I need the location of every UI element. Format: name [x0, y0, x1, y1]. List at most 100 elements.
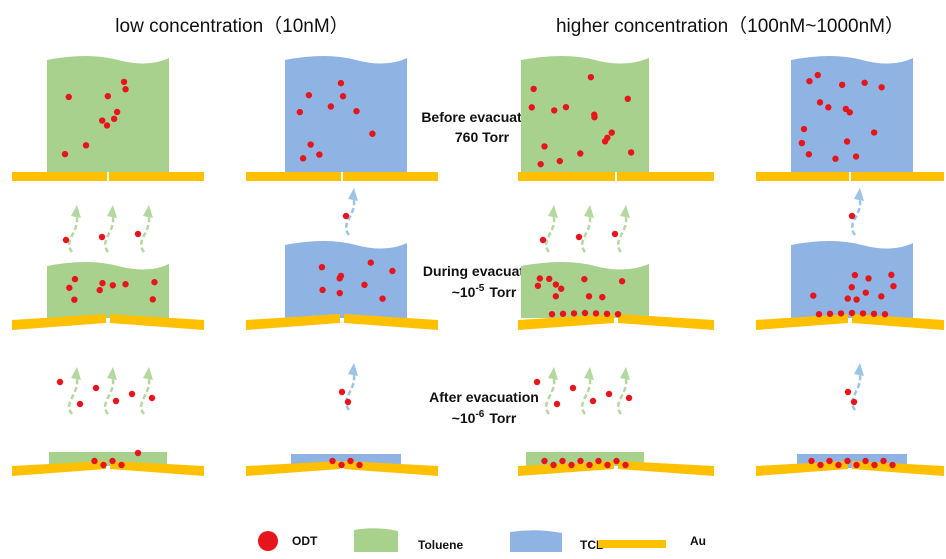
odt-molecule	[880, 458, 886, 464]
odt-molecule	[563, 104, 569, 110]
arrow-head	[107, 367, 117, 380]
odt-molecule	[541, 143, 547, 149]
odt-molecule	[319, 287, 325, 293]
arrow-head	[348, 188, 358, 201]
odt-molecule	[558, 286, 564, 292]
arrow-head	[548, 367, 558, 380]
odt-molecule	[593, 310, 599, 316]
arrow-head	[548, 205, 558, 218]
odt-molecule	[72, 276, 78, 282]
odt-molecule	[582, 310, 588, 316]
escape-path	[582, 376, 590, 414]
arrow-head	[620, 205, 630, 218]
escape-path	[618, 214, 626, 252]
odt-molecule	[534, 379, 540, 385]
odt-molecule	[845, 295, 851, 301]
odt-molecule	[361, 282, 367, 288]
odt-molecule	[604, 462, 610, 468]
odt-molecule	[535, 283, 541, 289]
legend-odt-icon	[258, 531, 278, 551]
odt-molecule	[817, 462, 823, 468]
odt-molecule	[537, 161, 543, 167]
header-right: higher concentration（100nM~1000nM）	[556, 15, 904, 37]
gold-substrate	[12, 172, 107, 181]
escape-path	[141, 214, 149, 252]
odt-molecule	[865, 275, 871, 281]
odt-molecule	[150, 296, 156, 302]
odt-molecule	[57, 379, 63, 385]
liquid	[285, 241, 407, 318]
odt-molecule	[806, 78, 812, 84]
odt-molecule	[109, 458, 115, 464]
odt-molecule	[576, 234, 582, 240]
odt-molecule	[114, 109, 120, 115]
odt-molecule	[111, 116, 117, 122]
odt-molecule	[93, 385, 99, 391]
arrow-head	[143, 205, 153, 218]
stage-pressure: 760 Torr	[455, 129, 510, 145]
odt-molecule	[815, 72, 821, 78]
odt-molecule	[871, 462, 877, 468]
odt-molecule	[609, 129, 615, 135]
escape-path	[546, 214, 554, 252]
odt-molecule	[379, 295, 385, 301]
legend-toluene-icon	[354, 528, 398, 552]
odt-molecule	[389, 268, 395, 274]
gold-substrate	[618, 461, 714, 476]
odt-molecule	[529, 104, 535, 110]
odt-molecule	[553, 281, 559, 287]
odt-molecule	[863, 289, 869, 295]
odt-molecule	[368, 259, 374, 265]
odt-molecule	[615, 311, 621, 317]
odt-molecule	[83, 142, 89, 148]
escape-path	[105, 214, 113, 252]
arrow-head	[71, 205, 81, 218]
odt-molecule	[878, 293, 884, 299]
odt-molecule	[801, 126, 807, 132]
odt-molecule	[329, 458, 335, 464]
odt-molecule	[537, 275, 543, 281]
odt-molecule	[606, 391, 612, 397]
pressure-base: ~10	[452, 284, 476, 300]
odt-molecule	[550, 462, 556, 468]
odt-molecule	[337, 290, 343, 296]
escape-path	[105, 376, 113, 414]
gold-substrate	[617, 172, 714, 181]
odt-molecule	[810, 292, 816, 298]
arrow-head	[71, 367, 81, 380]
legend-tcb-icon	[510, 530, 562, 552]
arrow-head	[584, 367, 594, 380]
odt-molecule	[613, 458, 619, 464]
odt-molecule	[619, 278, 625, 284]
odt-molecule	[816, 311, 822, 317]
odt-molecule	[849, 310, 855, 316]
gold-substrate	[246, 172, 341, 181]
odt-molecule	[604, 135, 610, 141]
odt-molecule	[122, 281, 128, 287]
odt-molecule	[77, 401, 83, 407]
odt-molecule	[890, 283, 896, 289]
odt-molecule	[338, 273, 344, 279]
escape-path	[618, 376, 626, 414]
odt-molecule	[328, 103, 334, 109]
odt-molecule	[300, 155, 306, 161]
header-left: low concentration（10nM）	[115, 15, 348, 37]
arrow-head	[854, 188, 864, 201]
odt-molecule	[122, 86, 128, 92]
pressure-unit: Torr	[489, 284, 517, 300]
odt-molecule	[121, 79, 127, 85]
arrow-head	[348, 363, 358, 376]
arrow-head	[854, 363, 864, 376]
odt-molecule	[844, 458, 850, 464]
stage-title: After evacuation	[429, 389, 539, 405]
odt-molecule	[343, 213, 349, 219]
odt-molecule	[557, 158, 563, 164]
odt-molecule	[551, 107, 557, 113]
odt-molecule	[135, 450, 141, 456]
gold-substrate	[343, 172, 438, 181]
odt-molecule	[604, 311, 610, 317]
escape-path	[69, 214, 77, 252]
gold-substrate	[851, 172, 944, 181]
liquid	[285, 56, 407, 172]
odt-molecule	[871, 129, 877, 135]
